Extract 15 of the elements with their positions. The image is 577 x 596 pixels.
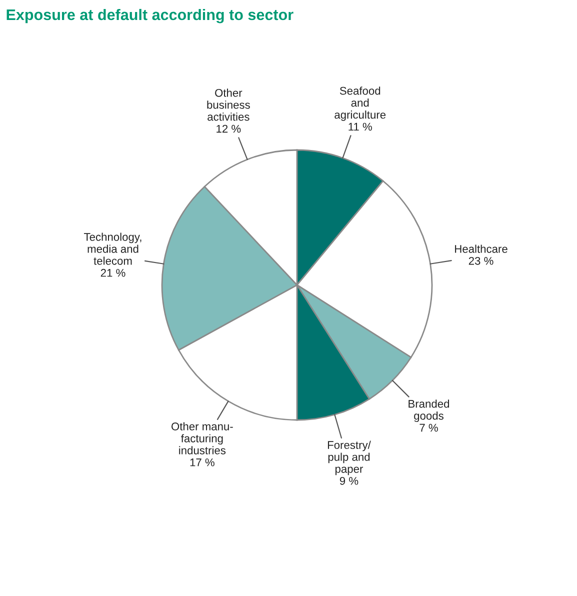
data-label: 12 % [216, 124, 241, 133]
slice-label: Branded goods [408, 400, 450, 422]
slice-label: Other business activities [207, 88, 250, 121]
slice-label: Seafood and agriculture [334, 86, 386, 121]
data-label: 21 % [100, 268, 126, 277]
data-label: 17 % [190, 458, 214, 466]
slice-label: Healthcare [455, 244, 508, 253]
data-label: 11 % [348, 122, 372, 131]
data-label: 9 % [340, 476, 358, 485]
chart-title: Exposure at default according to sector [6, 8, 294, 24]
slice-label: Technology, media and telecom [84, 232, 142, 265]
data-label: 7 % [420, 424, 438, 432]
data-label: 23 % [468, 256, 494, 265]
slice-label: Other manu- facturing industries [172, 422, 233, 454]
slice-label: Forestry/ pulp and paper [328, 440, 371, 476]
